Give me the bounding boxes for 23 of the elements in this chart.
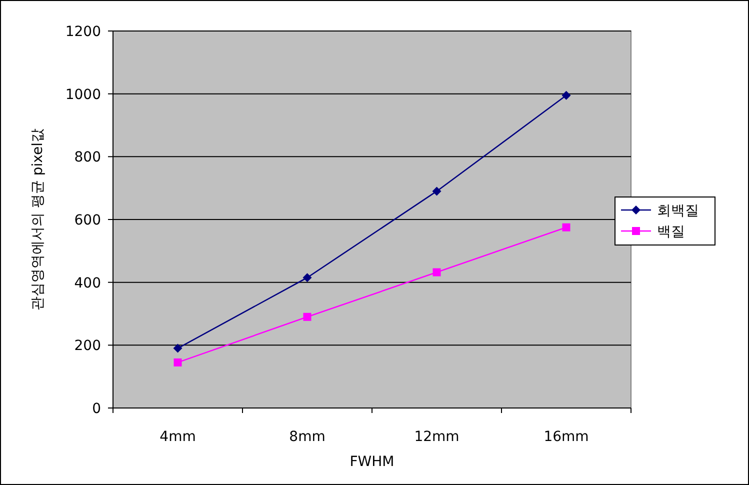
point: [562, 223, 570, 232]
y-tick-label: 600: [74, 212, 101, 228]
x-axis-title: FWHM: [350, 454, 394, 470]
point: [302, 273, 312, 282]
y-tick-label: 1000: [65, 86, 101, 103]
point: [303, 312, 312, 321]
point: [562, 90, 571, 100]
y-tick-label: 200: [74, 338, 101, 354]
legend-label: 백질: [657, 224, 685, 240]
y-tick-label: 400: [74, 275, 101, 292]
point: [432, 268, 441, 276]
point: [432, 186, 442, 196]
y-tick-label: 1200: [65, 24, 101, 40]
y-axis-title: 관심영역에서의 평균 pixel값: [30, 128, 46, 311]
point: [174, 358, 182, 366]
point: [173, 344, 182, 353]
x-tick-label: 4mm: [160, 429, 196, 445]
y-tick-label: 800: [74, 150, 101, 166]
x-tick-label: 8mm: [289, 429, 326, 445]
legend-label: 회백질: [657, 203, 699, 219]
x-tick-label: 12mm: [414, 429, 460, 445]
y-tick-label: 0: [92, 401, 101, 417]
x-tick-label: 16mm: [544, 429, 589, 445]
